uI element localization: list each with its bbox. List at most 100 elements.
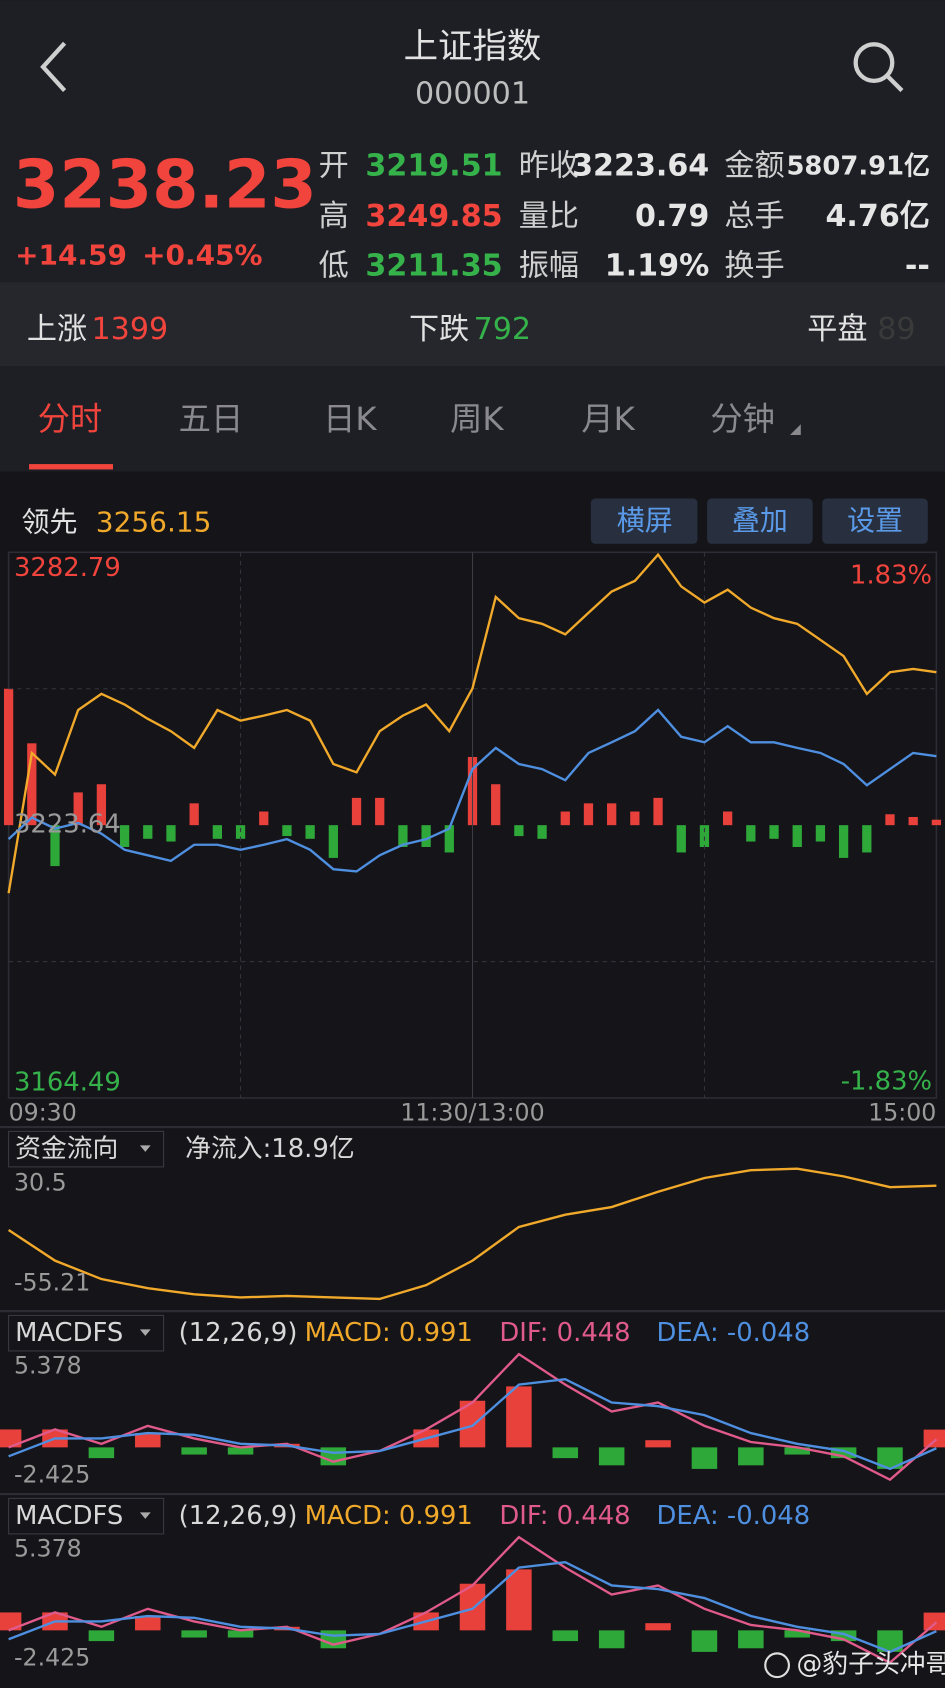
macd-bar [645, 1623, 671, 1631]
field-value: -- [905, 249, 930, 284]
indicator-select[interactable] [8, 1314, 165, 1352]
macd-bar [181, 1447, 207, 1455]
flow-bar [514, 825, 524, 837]
macd-bar [227, 1630, 254, 1638]
flow-bar [119, 825, 130, 847]
breadth-label: 下跌 [409, 312, 469, 347]
flow-bar [50, 825, 60, 867]
flow-bar [583, 803, 594, 826]
search-button[interactable] [853, 42, 904, 93]
macd-bar [830, 1447, 857, 1459]
button[interactable]: 横屏 [617, 504, 673, 537]
flow-bar [931, 819, 942, 826]
title: 上证指数 [404, 27, 542, 67]
indicator-select[interactable] [8, 1130, 165, 1168]
flow-bar [282, 825, 292, 837]
breadth: 上涨 1399 下跌 792 平盘 89 [27, 312, 916, 347]
field-label: 昨收 [519, 149, 579, 184]
field-value: 5807.91亿 [786, 152, 929, 182]
macd-params: (12,26,9) [179, 1318, 298, 1348]
y2-tick-label: -1.83% [841, 1066, 932, 1096]
flow-bar [421, 825, 431, 847]
button[interactable]: 设置 [847, 504, 903, 537]
macd-bar [691, 1630, 718, 1652]
leader-label: 领先 [22, 505, 78, 538]
macd-bar [181, 1630, 207, 1638]
tab[interactable]: 分钟 [710, 400, 775, 438]
macd-bar [784, 1630, 810, 1638]
indicator-title: 资金流向 [15, 1134, 118, 1164]
macd-bar [738, 1630, 764, 1649]
tab[interactable]: 日K [323, 400, 377, 438]
macd-bar [0, 1612, 22, 1631]
dropdown-icon [139, 1512, 151, 1519]
indicator-select[interactable] [8, 1497, 165, 1535]
back-button[interactable] [40, 41, 67, 93]
button[interactable]: 叠加 [732, 504, 788, 537]
flow-bar [699, 825, 710, 847]
macd-bar [877, 1630, 903, 1652]
tab[interactable]: 周K [450, 400, 504, 438]
tab[interactable]: 月K [581, 400, 635, 438]
macd-params: (12,26,9) [179, 1501, 298, 1531]
dea-value: DEA: -0.048 [657, 1501, 811, 1531]
macd-bar [506, 1386, 532, 1448]
y-tick-label: 5.378 [14, 1535, 82, 1563]
flow-bar [792, 825, 802, 847]
flow-bar [444, 825, 454, 853]
field-value: 3249.85 [365, 199, 502, 234]
breadth-bg [0, 282, 945, 367]
breadth-value: 1399 [91, 312, 168, 347]
macd-bar [506, 1569, 532, 1631]
x-tick-label: 09:30 [9, 1099, 77, 1127]
breadth-value: 89 [877, 312, 915, 347]
flow-bar [630, 811, 640, 826]
watermark: @豹子头冲哥V [796, 1650, 945, 1680]
flow-bar [769, 825, 779, 839]
flow-bar [560, 811, 570, 826]
breadth-label: 上涨 [27, 312, 87, 347]
macd-bar [598, 1630, 625, 1649]
flow-bar [351, 797, 362, 826]
field-value: 3211.35 [365, 249, 502, 284]
y-tick-label: 5.378 [14, 1352, 82, 1380]
flow-bar [537, 825, 547, 839]
field-value: 4.76亿 [825, 199, 929, 234]
button-bg[interactable] [707, 498, 813, 544]
macd-bar [830, 1630, 857, 1642]
flow-bar [328, 825, 338, 858]
field-label: 低 [319, 249, 349, 284]
flow-bar [305, 825, 315, 839]
macd-bar [0, 1429, 22, 1448]
field-value: 1.19% [605, 249, 710, 284]
tab[interactable]: 五日 [179, 400, 244, 438]
flow-bar [259, 811, 269, 826]
flow-bar [862, 825, 872, 853]
button-bg[interactable] [590, 498, 698, 544]
header-bg [0, 0, 945, 283]
tab[interactable]: 分时 [38, 400, 103, 438]
macd-value: MACD: 0.991 [305, 1318, 473, 1348]
dropdown-icon [139, 1145, 151, 1152]
watermark-icon [764, 1652, 791, 1679]
field-label: 量比 [519, 199, 579, 234]
y-tick-label: -55.21 [14, 1269, 90, 1297]
field-label: 振幅 [519, 249, 579, 284]
y-tick-label: 3223.64 [14, 810, 121, 840]
macd-bar [552, 1447, 579, 1459]
flow-bar [166, 825, 176, 842]
field-label: 总手 [724, 199, 784, 234]
plots: 1.83% -1.83% 09:30 11:30/13:00 15:00 3282.79 3… [0, 552, 945, 1671]
flow-bar [653, 797, 663, 826]
series-line [8, 1561, 937, 1654]
macd-bar [691, 1447, 718, 1469]
flow-bar [815, 825, 826, 842]
flow-bar [96, 784, 107, 826]
y-tick-label: -2.425 [14, 1460, 90, 1488]
change: +14.59 [15, 238, 127, 271]
button-bg[interactable] [822, 498, 928, 544]
y-tick-label: 3164.49 [14, 1067, 121, 1097]
field-label: 金额 [724, 149, 784, 184]
